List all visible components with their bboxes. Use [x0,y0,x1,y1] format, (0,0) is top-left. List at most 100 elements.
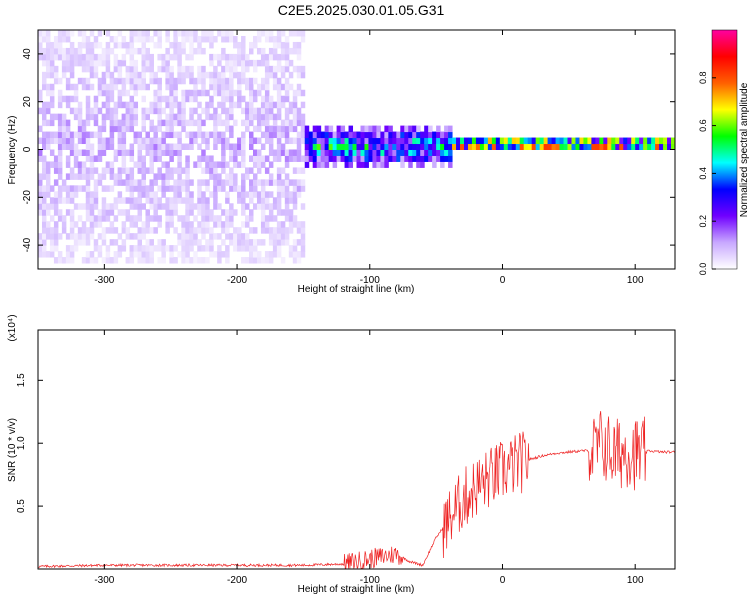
spectrogram-cell [268,53,274,61]
spectrogram-cell [165,179,170,186]
spectrogram-cell [105,65,111,73]
spectrogram-cell [117,167,123,174]
spectrogram-cell [193,227,198,234]
spectrogram-cell [125,107,131,115]
spectrogram-cell [129,215,135,222]
spectrogram-cell [205,101,210,109]
spectrogram-cell [272,233,278,240]
spectrogram-cell [639,143,644,150]
spectrogram-cell [38,173,43,180]
spectrogram-cell [197,71,202,79]
spectrogram-cell [296,179,302,186]
spectrogram-cell [288,47,294,55]
spectrogram-cell [316,149,322,156]
spectrogram-cell [336,155,342,162]
spectrogram-cell [73,161,79,168]
spectrogram-cell [77,101,83,109]
spectrogram-cell [659,137,664,145]
spectrogram-cell [249,167,254,174]
spectrogram-cell [49,215,55,222]
spectrogram-cell [77,149,83,156]
spectrogram-cell [268,143,274,150]
spectrogram-cell [260,47,266,55]
spectrogram-cell [276,41,282,49]
spectrogram-cell [268,30,274,37]
spectrogram-cell [161,185,166,192]
spectrogram-cell [45,47,51,55]
spectrogram-cell [320,137,326,145]
spectrogram-cell [49,137,55,145]
spectrogram-cell [169,41,174,49]
spectrogram-cell [129,65,135,73]
spectrogram-cell [272,203,278,210]
spectrogram-cell [85,137,91,145]
spectrogram-cell [105,161,111,168]
spectrogram-cell [105,203,111,210]
spectrogram-cell [41,101,47,109]
spectrogram-cell [125,47,131,55]
spectrogram-cell [145,143,150,150]
spectrogram-cell [81,161,87,168]
spectrogram-cell [165,185,170,192]
spectrogram-cell [145,239,150,246]
spectrogram-cell [133,89,139,97]
spectrogram-cell [133,119,139,127]
spectrogram-cell [233,173,238,180]
spectrogram-cell [276,155,282,162]
spectrogram-cell [153,173,158,180]
spectrogram-cell [241,239,246,246]
spectrogram-cell [249,197,254,204]
spectrogram-cell [137,131,143,139]
spectrogram-cell [264,155,270,162]
spectrogram-cell [296,83,302,91]
spectrogram-cell [249,95,254,103]
spectrogram-cell [436,125,441,133]
spectrogram-cell [197,185,202,192]
spectrogram-cell [284,119,290,127]
spectrogram-cell [81,149,87,156]
spectrogram-cell [69,227,75,234]
spectrogram-cell [260,59,266,67]
spectrogram-cell [169,95,174,103]
spectrogram-cell [69,107,75,115]
spectrogram-cell [173,77,178,85]
spectrogram-cell [133,137,139,145]
spectrogram-cell [189,191,194,198]
spectrogram-cell [651,143,656,150]
spectrogram-cell [225,179,230,186]
spectrogram-cell [272,53,278,61]
spectrogram-cell [53,41,59,49]
spectrogram-cell [280,131,286,139]
spectrogram-cell [113,197,119,204]
spectrogram-cell [213,71,218,79]
spectrogram-cell [125,113,131,121]
spectrogram-cell [77,167,83,174]
spectrogram-cell [93,59,99,67]
spectrogram-cell [260,53,266,61]
spectrogram-cell [169,143,174,150]
spectrogram-cell [217,161,222,168]
spectrogram-cell [45,143,51,150]
spectrogram-cell [217,53,222,61]
spectrogram-cell [193,119,198,127]
spectrogram-cell [153,89,158,97]
spectrogram-cell [320,149,326,156]
spectrogram-cell [388,137,393,145]
spectrogram-cell [276,245,282,252]
spectrogram-cell [189,227,194,234]
spectrogram-cell [551,143,557,150]
spectrogram-cell [491,143,497,150]
spectrogram-cell [177,167,182,174]
spectrogram-cell [41,35,47,43]
spectrogram-cell [225,125,230,133]
spectrogram-cell [288,227,294,234]
spectrogram-cell [169,203,174,210]
spectrogram-cell [97,77,103,85]
spectrogram-cell [185,161,190,168]
spectrogram-cell [320,131,326,139]
spectrogram-cell [595,137,600,145]
spectrogram-cell [165,215,170,222]
spectrogram-cell [73,245,79,252]
spectrogram-cell [117,77,123,85]
spectrogram-cell [201,131,206,139]
